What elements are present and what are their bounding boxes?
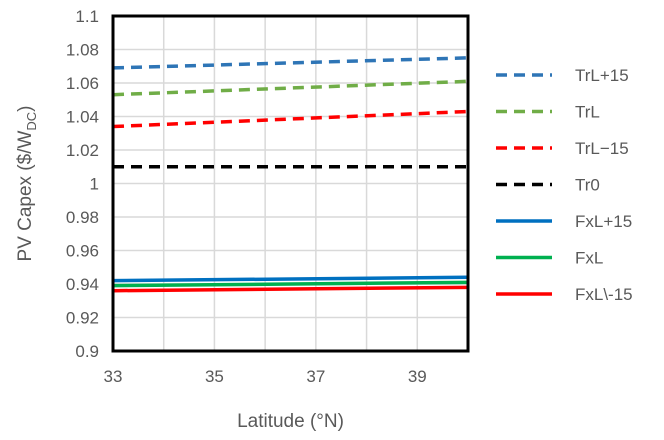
y-tick-label: 1.04 [66, 108, 99, 127]
y-tick-label: 0.96 [66, 242, 99, 261]
x-tick-label: 39 [408, 367, 427, 386]
legend-label: FxL [575, 249, 603, 268]
y-axis-title-main: PV Capex ($/W [15, 131, 36, 262]
plot-area-border [111, 14, 470, 353]
x-tick-label: 33 [104, 367, 123, 386]
y-axis-title-subscript: DC [24, 112, 39, 131]
legend-label: FxL+15 [575, 212, 632, 231]
legend: TrL+15 TrL TrL−15 Tr0 FxL+15 FxL FxL\-15 [496, 66, 633, 304]
series-line [112, 280, 469, 288]
y-tick-label: 1.06 [66, 74, 99, 93]
series-line [112, 275, 469, 283]
y-tick-label: 1 [90, 175, 99, 194]
x-axis-ticks: 33 35 37 39 [104, 367, 427, 386]
y-axis-title: PV Capex ($/WDC) [15, 105, 39, 261]
series-line [112, 285, 469, 293]
legend-label: Tr0 [575, 176, 600, 195]
y-axis-title-close: ) [15, 105, 36, 111]
y-axis-ticks: 0.9 0.92 0.94 0.96 0.98 1 1.02 1.04 1.06 1.08 1.1 [66, 7, 99, 361]
legend-label: FxL\-15 [575, 285, 633, 304]
series-line [112, 56, 469, 70]
y-tick-label: 1.08 [66, 41, 99, 60]
gridlines [112, 15, 468, 352]
x-axis-title: Latitude (°N) [237, 411, 344, 432]
y-tick-label: 1.02 [66, 141, 99, 160]
y-tick-label: 0.94 [66, 275, 99, 294]
series-line [112, 109, 469, 129]
y-tick-label: 0.98 [66, 208, 99, 227]
x-tick-label: 35 [205, 367, 224, 386]
legend-label: TrL+15 [575, 66, 629, 85]
series-lines [112, 56, 469, 293]
x-tick-label: 37 [306, 367, 325, 386]
y-tick-label: 0.9 [75, 342, 99, 361]
legend-label: TrL [575, 103, 600, 122]
series-line [112, 79, 469, 97]
y-tick-label: 1.1 [75, 7, 99, 26]
y-tick-label: 0.92 [66, 309, 99, 328]
legend-label: TrL−15 [575, 139, 629, 158]
